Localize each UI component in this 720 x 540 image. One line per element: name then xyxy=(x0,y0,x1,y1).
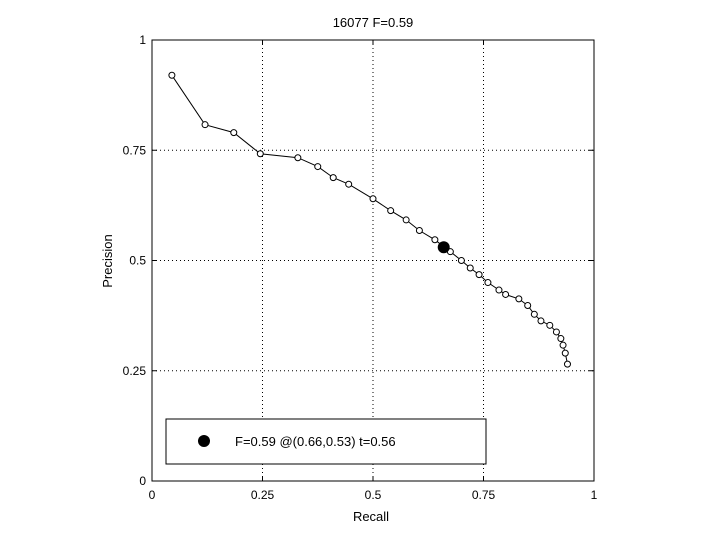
data-point xyxy=(369,195,377,203)
y-tick-label: 1 xyxy=(139,33,146,47)
legend-box xyxy=(165,418,487,465)
x-tick-label: 0.25 xyxy=(251,488,275,502)
data-point xyxy=(537,317,545,325)
legend-marker xyxy=(198,435,210,447)
data-point xyxy=(552,328,560,336)
data-point xyxy=(387,207,395,215)
chart-title: 16077 F=0.59 xyxy=(333,15,414,30)
best-f-point xyxy=(437,241,450,254)
data-point xyxy=(402,216,410,224)
data-point xyxy=(168,71,176,79)
data-point xyxy=(329,174,337,182)
data-point xyxy=(515,295,523,303)
data-point xyxy=(201,121,209,129)
data-point xyxy=(314,163,322,171)
tick-labels: 0 0.25 0.5 0.75 1 0 0.25 0.5 0.75 1 xyxy=(123,33,598,502)
data-point xyxy=(466,264,474,272)
y-tick-label: 0.25 xyxy=(123,364,147,378)
y-tick-label: 0.75 xyxy=(123,143,147,157)
x-axis-label: Recall xyxy=(353,509,389,524)
x-tick-label: 0 xyxy=(149,488,156,502)
data-point xyxy=(561,349,569,357)
legend-label: F=0.59 @(0.66,0.53) t=0.56 xyxy=(235,434,396,449)
data-point xyxy=(475,271,483,279)
data-point xyxy=(457,257,465,264)
y-tick-label: 0.5 xyxy=(129,254,146,268)
y-tick-label: 0 xyxy=(139,474,146,488)
x-tick-label: 0.75 xyxy=(472,488,496,502)
data-point xyxy=(557,335,565,343)
data-point xyxy=(559,341,567,349)
data-point xyxy=(294,154,302,162)
data-point xyxy=(563,360,571,368)
data-point xyxy=(530,310,538,318)
data-point xyxy=(495,286,503,294)
y-axis-label: Precision xyxy=(100,234,115,287)
data-point xyxy=(230,129,238,137)
data-point xyxy=(345,180,353,188)
data-point xyxy=(502,290,510,298)
data-point xyxy=(415,227,423,235)
data-point xyxy=(524,301,532,309)
data-point xyxy=(484,279,492,287)
data-point xyxy=(256,150,264,158)
data-point xyxy=(431,236,439,244)
grid-lines xyxy=(152,40,594,481)
legend: F=0.59 @(0.66,0.53) t=0.56 xyxy=(165,418,487,465)
data-point xyxy=(546,321,554,329)
highlight-layer xyxy=(437,241,450,254)
axes-box xyxy=(151,39,595,482)
x-tick-label: 1 xyxy=(591,488,598,502)
x-tick-label: 0.5 xyxy=(365,488,382,502)
